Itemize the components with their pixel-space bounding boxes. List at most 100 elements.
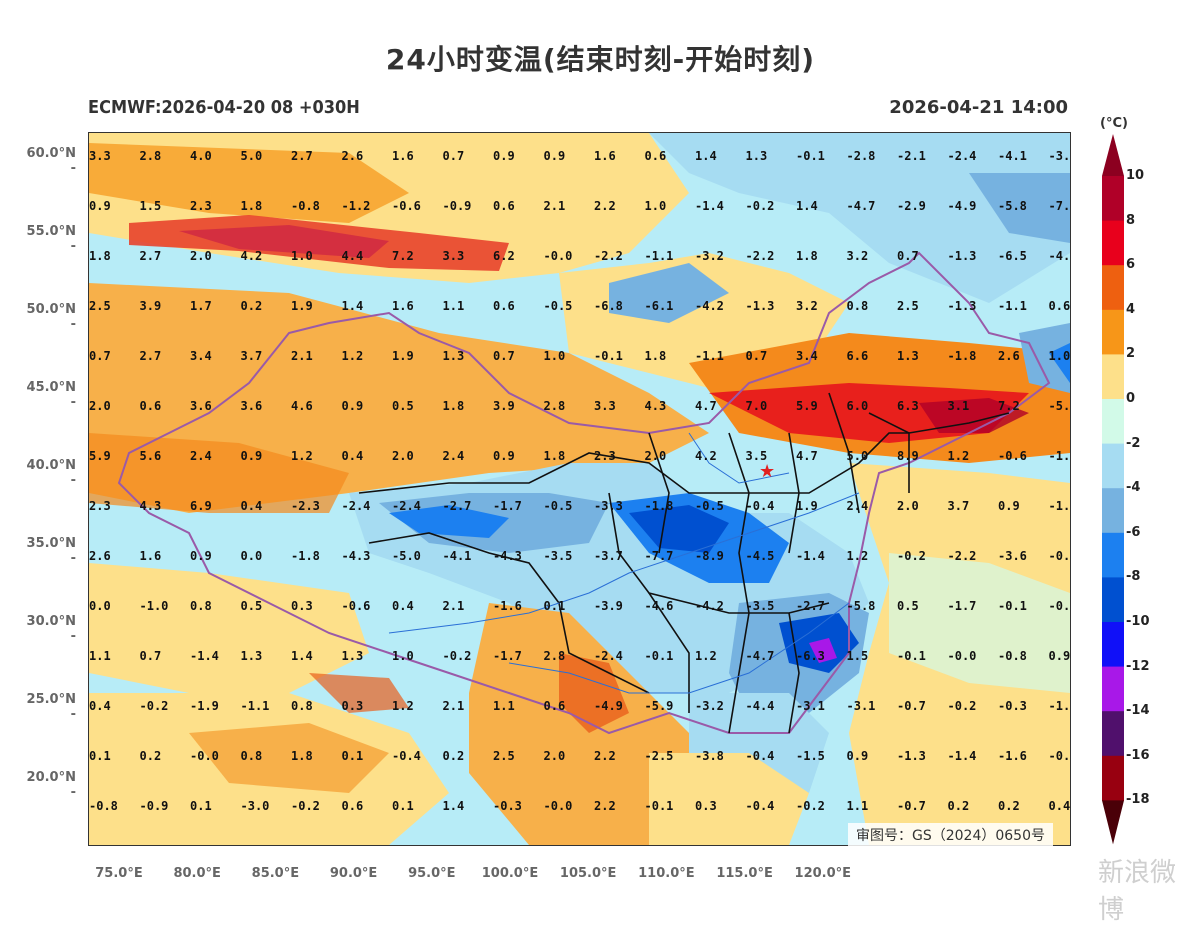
latitude-tick-label: 30.0°N -: [26, 614, 76, 644]
grid-value: 6.6: [847, 349, 869, 363]
grid-value: -0.0: [1049, 599, 1071, 613]
grid-value: -0.7: [897, 799, 926, 813]
grid-value: 1.6: [140, 549, 162, 563]
grid-value: -3.1: [847, 699, 876, 713]
colorbar-segment: [1102, 666, 1124, 712]
longitude-tick-label: 115.0°E: [716, 866, 773, 881]
grid-value: -0.8: [89, 799, 118, 813]
grid-value: -0.0: [544, 249, 573, 263]
grid-value: 1.8: [796, 249, 818, 263]
grid-value: 1.1: [493, 699, 515, 713]
grid-value: -1.3: [897, 749, 926, 763]
grid-value: -7.7: [645, 549, 674, 563]
grid-value: 3.4: [796, 349, 818, 363]
grid-value: 1.9: [291, 299, 313, 313]
grid-value: 0.1: [392, 799, 414, 813]
grid-value: -6.8: [594, 299, 623, 313]
grid-value: -3.1: [796, 699, 825, 713]
longitude-tick-label: 85.0°E: [251, 866, 300, 881]
grid-value: 0.7: [89, 349, 111, 363]
colorbar-segment: [1102, 711, 1124, 757]
grid-value: -0.0: [948, 649, 977, 663]
grid-value: -2.7: [796, 599, 825, 613]
valid-time-label: 2026-04-21 14:00: [889, 97, 1068, 118]
grid-value: 0.2: [948, 799, 970, 813]
grid-value: 4.2: [241, 249, 263, 263]
grid-value: 1.2: [847, 549, 869, 563]
colorbar-label: -8: [1126, 569, 1141, 585]
grid-value: 1.0: [645, 199, 667, 213]
grid-value: 3.7: [241, 349, 263, 363]
grid-value: 6.3: [897, 399, 919, 413]
grid-value: -5.9: [645, 699, 674, 713]
grid-value: -0.0: [544, 799, 573, 813]
grid-value: -0.8: [291, 199, 320, 213]
grid-value: -4.6: [645, 599, 674, 613]
grid-value: 0.3: [342, 699, 364, 713]
grid-value: -0.1: [645, 649, 674, 663]
grid-value: 3.3: [443, 249, 465, 263]
grid-value: -2.5: [645, 749, 674, 763]
grid-value: 1.7: [190, 299, 212, 313]
grid-value: 6.9: [190, 499, 212, 513]
grid-value: -0.2: [746, 199, 775, 213]
grid-value: 0.3: [695, 799, 717, 813]
grid-value: 2.0: [645, 449, 667, 463]
grid-value: 2.7: [291, 149, 313, 163]
grid-value: 1.8: [291, 749, 313, 763]
grid-value: 0.4: [342, 449, 364, 463]
colorbar-label: -12: [1126, 658, 1150, 674]
grid-value: 1.4: [342, 299, 364, 313]
grid-value: -1.7: [493, 499, 522, 513]
grid-value: -4.9: [594, 699, 623, 713]
grid-value: 0.7: [493, 349, 515, 363]
grid-value: 0.9: [190, 549, 212, 563]
grid-value: 1.4: [796, 199, 818, 213]
grid-value: 1.9: [796, 499, 818, 513]
grid-value: 0.9: [998, 499, 1020, 513]
grid-value: 0.6: [544, 699, 566, 713]
grid-value: -1.5: [796, 749, 825, 763]
grid-value: 0.1: [544, 599, 566, 613]
grid-value: -5.8: [847, 599, 876, 613]
grid-value: 1.3: [746, 149, 768, 163]
longitude-tick-label: 90.0°E: [329, 866, 378, 881]
grid-value: 2.3: [594, 449, 616, 463]
grid-value: -0.2: [948, 699, 977, 713]
grid-value: 0.3: [291, 599, 313, 613]
grid-value: 3.9: [493, 399, 515, 413]
grid-value: 1.2: [291, 449, 313, 463]
grid-value: 2.1: [291, 349, 313, 363]
grid-value: 1.8: [443, 399, 465, 413]
grid-value: -1.7: [493, 649, 522, 663]
colorbar-segment: [1102, 622, 1124, 668]
grid-value: -0.4: [1049, 749, 1071, 763]
province-boundaries: [358, 392, 1010, 734]
grid-value: 1.3: [897, 349, 919, 363]
colorbar-bottom-arrow: [1102, 800, 1124, 845]
grid-value: -0.4: [746, 499, 775, 513]
grid-value: 1.3: [241, 649, 263, 663]
grid-value: -3.5: [544, 549, 573, 563]
temperature-change-map: ★ 3.3 2.8 4.0 5.0 2.7 2.6 1.6 0.7 0.9 0.9 1.6 0.6 1.…: [89, 133, 1070, 845]
colorbar-segment: [1102, 265, 1124, 311]
grid-value: 1.8: [241, 199, 263, 213]
grid-value: 5.9: [89, 449, 111, 463]
grid-value: 0.7: [443, 149, 465, 163]
colorbar-label: -14: [1126, 703, 1150, 719]
grid-value: 1.6: [594, 149, 616, 163]
grid-value: -0.0: [190, 749, 219, 763]
grid-value: 2.5: [897, 299, 919, 313]
grid-value: 0.9: [493, 449, 515, 463]
longitude-tick-label: 105.0°E: [559, 866, 617, 881]
latitude-tick-label: 35.0°N -: [26, 536, 76, 566]
grid-value: 1.6: [392, 149, 414, 163]
grid-value: -4.5: [746, 549, 775, 563]
shaded-field: [89, 133, 1070, 845]
grid-value: 3.4: [190, 349, 212, 363]
grid-value: -0.1: [998, 599, 1027, 613]
colorbar-segment: [1102, 354, 1124, 400]
grid-value: -1.3: [746, 299, 775, 313]
grid-value: -5.9: [1049, 399, 1071, 413]
grid-value: 0.9: [1049, 649, 1071, 663]
